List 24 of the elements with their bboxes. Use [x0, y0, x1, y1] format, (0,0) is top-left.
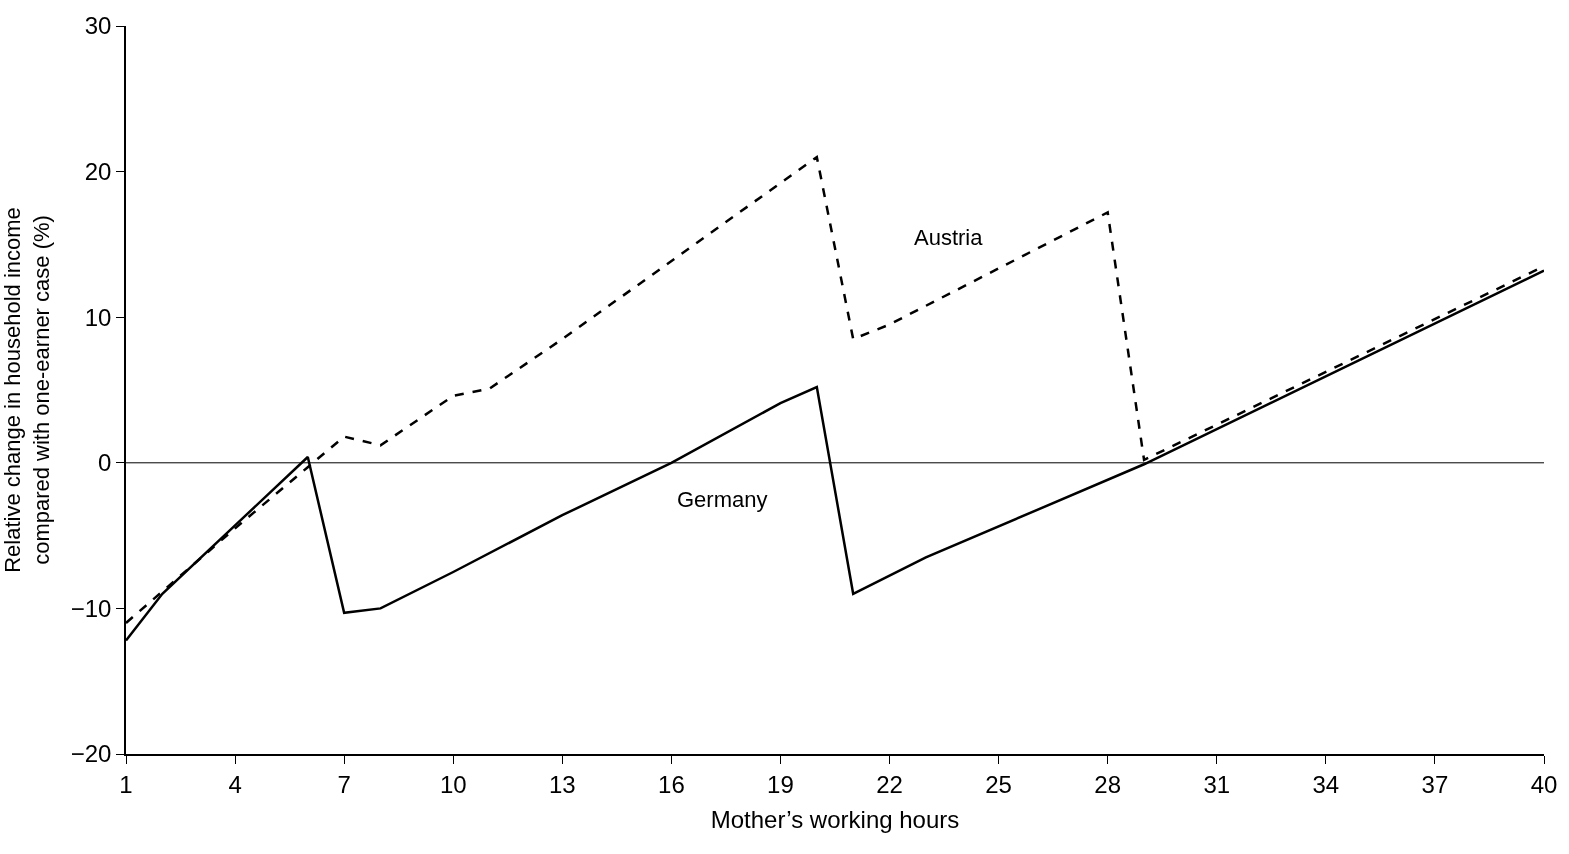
x-tick-label: 13 — [548, 770, 576, 798]
x-tick-label: 22 — [876, 770, 903, 798]
x-tick-label: 31 — [1203, 770, 1231, 798]
x-tick-label: 25 — [985, 770, 1012, 798]
series-label: Germany — [677, 487, 768, 512]
x-tick-label: 34 — [1312, 770, 1340, 798]
y-tick-label: −10 — [70, 594, 112, 622]
y-axis-title: Relative change in household income compared with one-earner case (%) — [0, 207, 55, 573]
x-tick-label: 19 — [767, 770, 794, 798]
x-tick-label: 10 — [439, 770, 467, 798]
y-tick-label: −20 — [70, 740, 112, 768]
y-tick-label: 30 — [84, 12, 112, 40]
series-label: Austria — [914, 225, 984, 250]
y-tick-label: 0 — [98, 449, 112, 477]
x-tick-label: 37 — [1421, 770, 1449, 798]
x-tick-label: 28 — [1094, 770, 1122, 798]
y-tick-label: 10 — [84, 303, 112, 331]
x-tick-label: 16 — [658, 770, 685, 798]
x-tick-label: 7 — [337, 770, 351, 798]
x-tick-label: 40 — [1530, 770, 1558, 798]
y-tick-label: 20 — [84, 158, 112, 185]
x-tick-label: 1 — [119, 770, 133, 798]
x-axis-title: Mother’s working hours — [710, 806, 960, 834]
x-tick-label: 4 — [228, 770, 242, 798]
